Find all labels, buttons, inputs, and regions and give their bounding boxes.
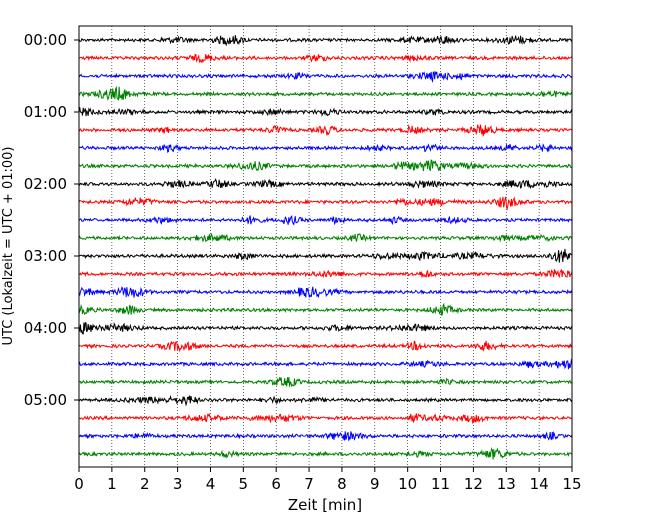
trace-0345 xyxy=(78,302,573,316)
trace-0130 xyxy=(78,143,573,153)
x-tick-label: 5 xyxy=(239,475,249,493)
trace-0045 xyxy=(78,85,573,101)
trace-0430 xyxy=(78,358,573,370)
y-tick-label: 04:00 xyxy=(24,319,67,337)
x-tick-label: 10 xyxy=(398,475,417,493)
trace-0545 xyxy=(78,446,573,460)
trace-0200 xyxy=(78,177,573,190)
trace-0445 xyxy=(78,377,573,388)
trace-0015 xyxy=(78,53,573,64)
trace-0415 xyxy=(78,340,573,353)
trace-0000 xyxy=(78,35,573,47)
y-tick-label: 05:00 xyxy=(24,391,67,409)
x-tick-label: 1 xyxy=(107,475,117,493)
x-tick-label: 3 xyxy=(173,475,183,493)
trace-0100 xyxy=(78,107,573,117)
y-tick-label: 03:00 xyxy=(24,247,67,265)
traces-group xyxy=(78,35,573,460)
trace-0030 xyxy=(78,70,573,84)
trace-0315 xyxy=(78,268,573,279)
y-tick-label: 01:00 xyxy=(24,103,67,121)
x-tick-label: 12 xyxy=(464,475,483,493)
y-tick-label: 02:00 xyxy=(24,175,67,193)
x-axis: 0 1 2 3 4 5 6 7 8 9 10 11 12 13 14 15 xyxy=(74,467,582,493)
y-axis: 00:00 01:00 02:00 03:00 04:00 05:00 xyxy=(24,31,79,409)
x-axis-title: Zeit [min] xyxy=(288,496,362,514)
trace-0330 xyxy=(78,286,573,299)
x-tick-label: 15 xyxy=(562,475,581,493)
trace-0115 xyxy=(78,124,573,137)
plot-frame xyxy=(78,25,573,468)
y-axis-title: UTC (Lokalzeit = UTC + 01:00) xyxy=(1,147,16,346)
x-tick-label: 13 xyxy=(497,475,516,493)
trace-0530 xyxy=(78,430,573,441)
x-tick-label: 9 xyxy=(370,475,380,493)
x-tick-label: 11 xyxy=(431,475,450,493)
x-tick-label: 7 xyxy=(304,475,314,493)
trace-0400 xyxy=(78,321,573,335)
y-tick-label: 00:00 xyxy=(24,31,67,49)
x-tick-label: 14 xyxy=(530,475,549,493)
x-tick-label: 4 xyxy=(206,475,216,493)
x-tick-label: 2 xyxy=(140,475,150,493)
x-tick-label: 8 xyxy=(337,475,347,493)
trace-0500 xyxy=(78,394,573,407)
trace-0215 xyxy=(78,196,573,211)
x-tick-label: 6 xyxy=(271,475,281,493)
trace-0300 xyxy=(78,248,573,263)
trace-0145 xyxy=(78,159,573,172)
x-tick-label: 0 xyxy=(74,475,84,493)
trace-0230 xyxy=(78,215,573,226)
trace-0515 xyxy=(78,412,573,424)
trace-0245 xyxy=(78,233,573,243)
